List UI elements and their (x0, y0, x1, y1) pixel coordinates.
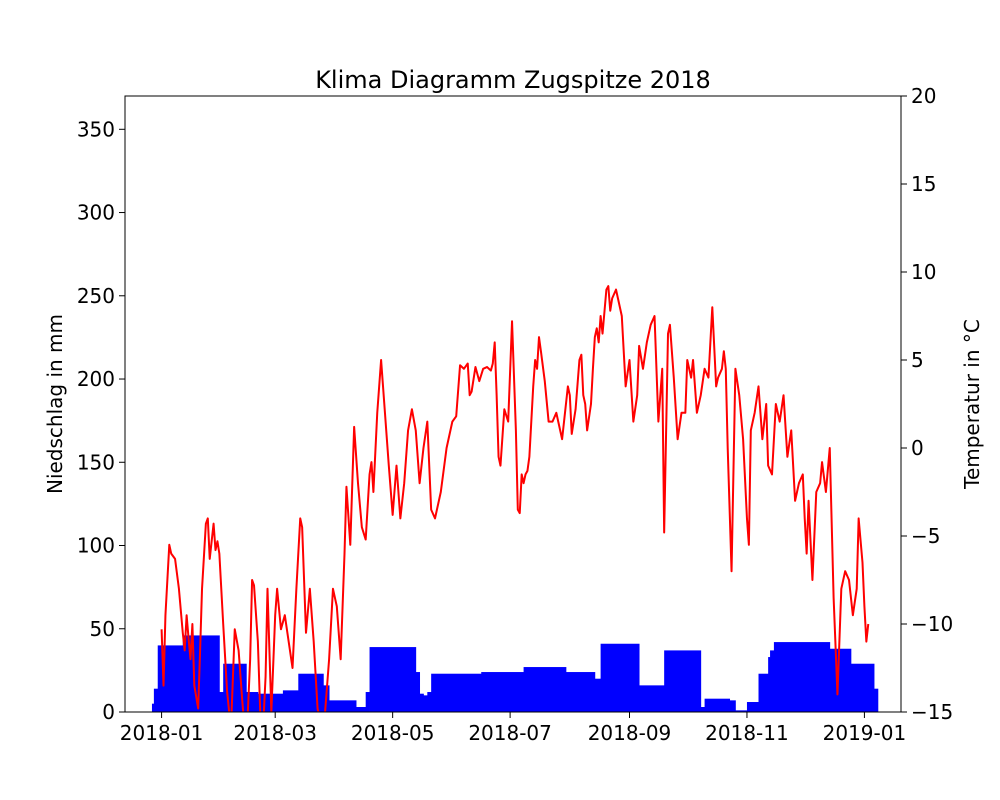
y-right-tick-label-6: 15 (911, 172, 936, 196)
precipitation-bar-28 (704, 698, 731, 712)
precipitation-bar-30 (735, 710, 748, 712)
y-right-tick-label-2: −5 (911, 524, 940, 548)
precipitation-bar-33 (768, 657, 771, 712)
precipitation-bar-22 (565, 672, 596, 712)
x-tick-label-5: 2018-11 (705, 721, 789, 745)
y-axis-right-label: Temperatur in °C (960, 319, 984, 490)
precipitation-bar-35 (773, 642, 831, 712)
precipitation-bar-20 (481, 672, 524, 712)
y-left-tick-label-7: 350 (77, 117, 115, 141)
precipitation-bar-0 (151, 703, 155, 712)
precipitation-bar-26 (664, 650, 702, 712)
precipitation-bar-19 (431, 673, 482, 712)
precipitation-bar-9 (298, 673, 324, 712)
x-tick-label-0: 2018-01 (120, 721, 204, 745)
precipitation-bar-25 (639, 685, 665, 712)
precipitation-bar-27 (700, 707, 705, 712)
y-right-tick-label-7: 20 (911, 84, 936, 108)
precipitation-bar-24 (600, 643, 640, 712)
y-right-tick-label-1: −10 (911, 612, 953, 636)
precipitation-bar-34 (770, 650, 775, 712)
precipitation-bar-6 (246, 692, 259, 712)
precipitation-bar-21 (523, 667, 567, 712)
x-tick-label-4: 2018-09 (588, 721, 672, 745)
x-tick-label-3: 2018-07 (468, 721, 552, 745)
x-tick-label-6: 2019-01 (823, 721, 907, 745)
y-right-tick-label-0: −15 (911, 700, 953, 724)
precipitation-bar-16 (419, 693, 424, 712)
y-left-tick-label-3: 150 (77, 450, 115, 474)
y-left-tick-label-5: 250 (77, 284, 115, 308)
y-left-tick-label-6: 300 (77, 201, 115, 225)
precipitation-bar-17 (423, 695, 428, 712)
precipitation-bar-4 (219, 692, 224, 712)
precipitation-bar-38 (874, 688, 879, 712)
precipitation-bar-31 (746, 702, 759, 712)
y-right-tick-label-4: 5 (911, 348, 924, 372)
precipitation-bar-15 (415, 672, 421, 712)
precipitation-bar-32 (758, 673, 769, 712)
y-axis-left-label: Niedschlag in mm (43, 314, 67, 494)
precipitation-bar-36 (829, 648, 852, 712)
precipitation-bar-14 (369, 647, 417, 712)
precipitation-bars (151, 635, 879, 712)
temperature-line-group (160, 285, 870, 712)
precipitation-bar-1 (153, 688, 159, 712)
x-axis: 2018-01 2018-03 2018-05 2018-07 2018-09 2018-… (120, 712, 906, 745)
precipitation-bar-23 (594, 678, 602, 712)
y-left-tick-label-0: 0 (102, 700, 115, 724)
y-axis-right: −15 −10 −5 0 5 10 15 20 (901, 84, 953, 724)
precipitation-bar-37 (850, 663, 875, 712)
chart-title: Klima Diagramm Zugspitze 2018 (315, 66, 711, 94)
y-axis-left: 0 50 100 150 200 250 300 350 (77, 117, 125, 724)
precipitation-bar-13 (365, 692, 370, 712)
y-left-tick-label-1: 50 (90, 617, 115, 641)
y-left-tick-label-4: 200 (77, 367, 115, 391)
y-right-tick-label-5: 10 (911, 260, 936, 284)
x-tick-label-1: 2018-03 (233, 721, 317, 745)
precipitation-bar-12 (356, 707, 367, 712)
precipitation-bar-8 (282, 690, 299, 712)
precipitation-bar-11 (329, 700, 357, 712)
temperature-line (160, 285, 870, 712)
y-right-tick-label-3: 0 (911, 436, 924, 460)
precipitation-bar-18 (427, 692, 432, 712)
y-left-tick-label-2: 100 (77, 534, 115, 558)
precipitation-bar-29 (729, 700, 736, 712)
plot-frame (124, 95, 902, 713)
x-tick-label-2: 2018-05 (351, 721, 435, 745)
precipitation-bar-3 (182, 635, 220, 712)
